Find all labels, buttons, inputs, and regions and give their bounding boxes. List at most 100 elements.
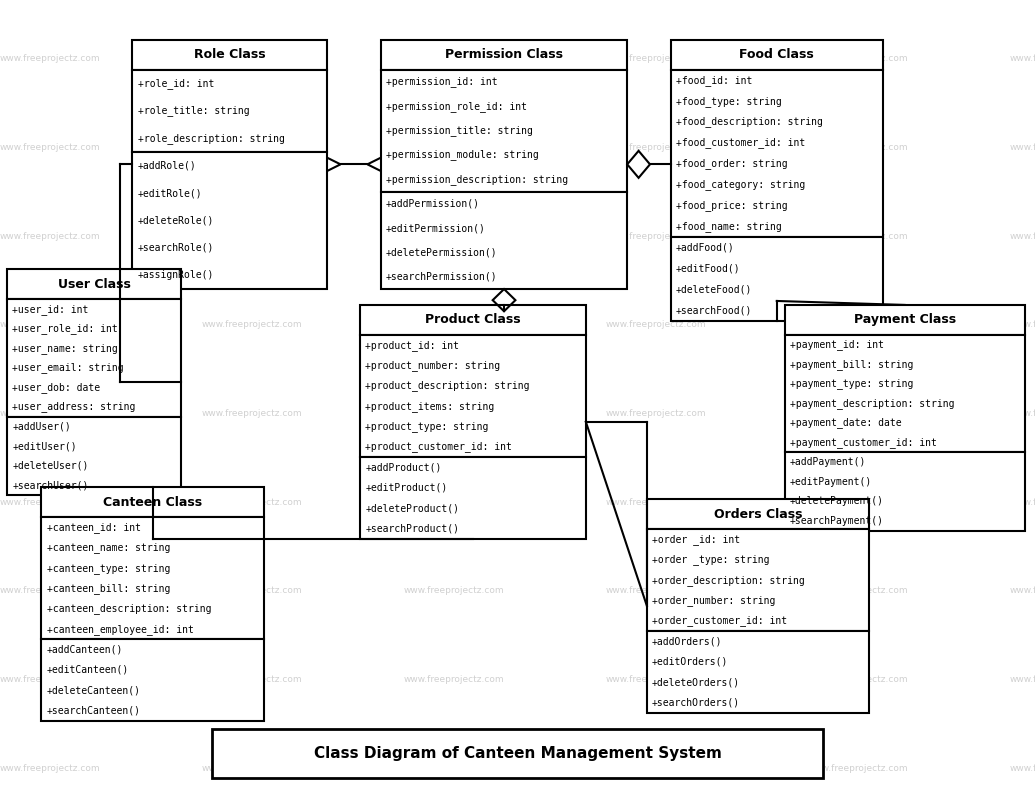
Text: www.freeprojectz.com: www.freeprojectz.com bbox=[1009, 320, 1035, 329]
Text: www.freeprojectz.com: www.freeprojectz.com bbox=[1009, 409, 1035, 418]
Text: www.freeprojectz.com: www.freeprojectz.com bbox=[202, 143, 302, 152]
Text: www.freeprojectz.com: www.freeprojectz.com bbox=[404, 497, 504, 507]
Text: +product_description: string: +product_description: string bbox=[365, 380, 530, 391]
Text: +order_description: string: +order_description: string bbox=[652, 575, 805, 585]
Text: +order _id: int: +order _id: int bbox=[652, 534, 740, 545]
Text: +searchFood(): +searchFood() bbox=[676, 305, 752, 315]
Text: www.freeprojectz.com: www.freeprojectz.com bbox=[605, 409, 706, 418]
Text: www.freeprojectz.com: www.freeprojectz.com bbox=[1009, 54, 1035, 63]
Text: www.freeprojectz.com: www.freeprojectz.com bbox=[605, 586, 706, 596]
Text: +canteen_employee_id: int: +canteen_employee_id: int bbox=[47, 623, 194, 634]
Text: +role_title: string: +role_title: string bbox=[138, 105, 249, 116]
Text: www.freeprojectz.com: www.freeprojectz.com bbox=[202, 497, 302, 507]
Bar bbox=[785, 305, 1025, 335]
Bar bbox=[360, 457, 586, 539]
Text: +product_type: string: +product_type: string bbox=[365, 421, 489, 432]
Bar bbox=[381, 70, 627, 192]
Text: www.freeprojectz.com: www.freeprojectz.com bbox=[807, 497, 908, 507]
Text: www.freeprojectz.com: www.freeprojectz.com bbox=[1009, 675, 1035, 684]
Text: +food_price: string: +food_price: string bbox=[676, 200, 788, 211]
Text: +searchPermission(): +searchPermission() bbox=[386, 272, 498, 282]
Text: +user_name: string: +user_name: string bbox=[12, 343, 118, 354]
Text: +searchCanteen(): +searchCanteen() bbox=[47, 706, 141, 715]
Text: +addUser(): +addUser() bbox=[12, 421, 71, 432]
Text: +permission_role_id: int: +permission_role_id: int bbox=[386, 101, 527, 112]
Text: www.freeprojectz.com: www.freeprojectz.com bbox=[0, 54, 100, 63]
Text: +deleteCanteen(): +deleteCanteen() bbox=[47, 685, 141, 695]
Text: +payment_type: string: +payment_type: string bbox=[790, 379, 913, 390]
Bar bbox=[360, 305, 586, 335]
Text: +user_id: int: +user_id: int bbox=[12, 303, 89, 314]
Bar bbox=[785, 452, 1025, 531]
Text: www.freeprojectz.com: www.freeprojectz.com bbox=[807, 763, 908, 773]
Text: www.freeprojectz.com: www.freeprojectz.com bbox=[0, 231, 100, 241]
Text: www.freeprojectz.com: www.freeprojectz.com bbox=[807, 54, 908, 63]
Text: www.freeprojectz.com: www.freeprojectz.com bbox=[404, 320, 504, 329]
Text: +payment_bill: string: +payment_bill: string bbox=[790, 359, 913, 370]
Text: +searchPayment(): +searchPayment() bbox=[790, 516, 884, 526]
Bar bbox=[360, 335, 586, 457]
Text: +searchRole(): +searchRole() bbox=[138, 243, 214, 253]
Bar bbox=[671, 40, 883, 70]
Text: +user_role_id: int: +user_role_id: int bbox=[12, 323, 118, 334]
Bar bbox=[41, 517, 264, 639]
Text: www.freeprojectz.com: www.freeprojectz.com bbox=[807, 586, 908, 596]
Text: www.freeprojectz.com: www.freeprojectz.com bbox=[202, 54, 302, 63]
Text: +food_description: string: +food_description: string bbox=[676, 116, 823, 128]
Text: +deleteRole(): +deleteRole() bbox=[138, 215, 214, 226]
Text: www.freeprojectz.com: www.freeprojectz.com bbox=[202, 320, 302, 329]
Text: +canteen_type: string: +canteen_type: string bbox=[47, 562, 170, 573]
Text: +order _type: string: +order _type: string bbox=[652, 554, 770, 565]
Text: www.freeprojectz.com: www.freeprojectz.com bbox=[202, 586, 302, 596]
Text: +deleteFood(): +deleteFood() bbox=[676, 284, 752, 295]
Text: +order_number: string: +order_number: string bbox=[652, 595, 775, 606]
Text: www.freeprojectz.com: www.freeprojectz.com bbox=[0, 409, 100, 418]
Text: +editOrders(): +editOrders() bbox=[652, 657, 729, 667]
Text: +addPayment(): +addPayment() bbox=[790, 457, 866, 467]
Text: www.freeprojectz.com: www.freeprojectz.com bbox=[807, 409, 908, 418]
Text: +canteen_name: string: +canteen_name: string bbox=[47, 543, 170, 553]
Text: Permission Class: Permission Class bbox=[445, 48, 563, 61]
Text: www.freeprojectz.com: www.freeprojectz.com bbox=[202, 231, 302, 241]
Text: www.freeprojectz.com: www.freeprojectz.com bbox=[605, 675, 706, 684]
Text: +payment_description: string: +payment_description: string bbox=[790, 398, 954, 409]
Text: +user_dob: date: +user_dob: date bbox=[12, 382, 100, 393]
Text: +food_name: string: +food_name: string bbox=[676, 221, 781, 232]
Text: +deleteUser(): +deleteUser() bbox=[12, 461, 89, 470]
Text: www.freeprojectz.com: www.freeprojectz.com bbox=[404, 763, 504, 773]
Text: www.freeprojectz.com: www.freeprojectz.com bbox=[807, 143, 908, 152]
Text: +permission_title: string: +permission_title: string bbox=[386, 125, 533, 136]
Bar bbox=[7, 269, 181, 299]
Text: +addFood(): +addFood() bbox=[676, 242, 735, 253]
Text: +editCanteen(): +editCanteen() bbox=[47, 664, 128, 675]
Bar bbox=[132, 40, 327, 70]
Bar bbox=[671, 237, 883, 321]
Text: www.freeprojectz.com: www.freeprojectz.com bbox=[0, 320, 100, 329]
Text: +searchUser(): +searchUser() bbox=[12, 480, 89, 490]
Text: +addProduct(): +addProduct() bbox=[365, 463, 442, 472]
Text: +product_customer_id: int: +product_customer_id: int bbox=[365, 441, 512, 452]
Text: Role Class: Role Class bbox=[194, 48, 266, 61]
Text: +food_category: string: +food_category: string bbox=[676, 179, 805, 190]
Text: www.freeprojectz.com: www.freeprojectz.com bbox=[404, 675, 504, 684]
Text: +canteen_bill: string: +canteen_bill: string bbox=[47, 583, 170, 594]
Text: +product_number: string: +product_number: string bbox=[365, 360, 501, 371]
Bar bbox=[41, 639, 264, 721]
Text: Payment Class: Payment Class bbox=[854, 314, 955, 326]
Text: +permission_id: int: +permission_id: int bbox=[386, 77, 498, 87]
Text: www.freeprojectz.com: www.freeprojectz.com bbox=[202, 409, 302, 418]
Text: www.freeprojectz.com: www.freeprojectz.com bbox=[202, 675, 302, 684]
Text: +editFood(): +editFood() bbox=[676, 264, 740, 273]
Text: +product_items: string: +product_items: string bbox=[365, 401, 495, 412]
Text: +addPermission(): +addPermission() bbox=[386, 199, 480, 209]
Bar bbox=[7, 299, 181, 417]
Text: +searchProduct(): +searchProduct() bbox=[365, 524, 460, 533]
Text: www.freeprojectz.com: www.freeprojectz.com bbox=[605, 54, 706, 63]
Text: www.freeprojectz.com: www.freeprojectz.com bbox=[1009, 143, 1035, 152]
Bar bbox=[671, 70, 883, 237]
Text: www.freeprojectz.com: www.freeprojectz.com bbox=[807, 320, 908, 329]
Text: www.freeprojectz.com: www.freeprojectz.com bbox=[0, 675, 100, 684]
Text: www.freeprojectz.com: www.freeprojectz.com bbox=[0, 497, 100, 507]
Text: +assignRole(): +assignRole() bbox=[138, 270, 214, 280]
Text: +editRole(): +editRole() bbox=[138, 188, 202, 198]
